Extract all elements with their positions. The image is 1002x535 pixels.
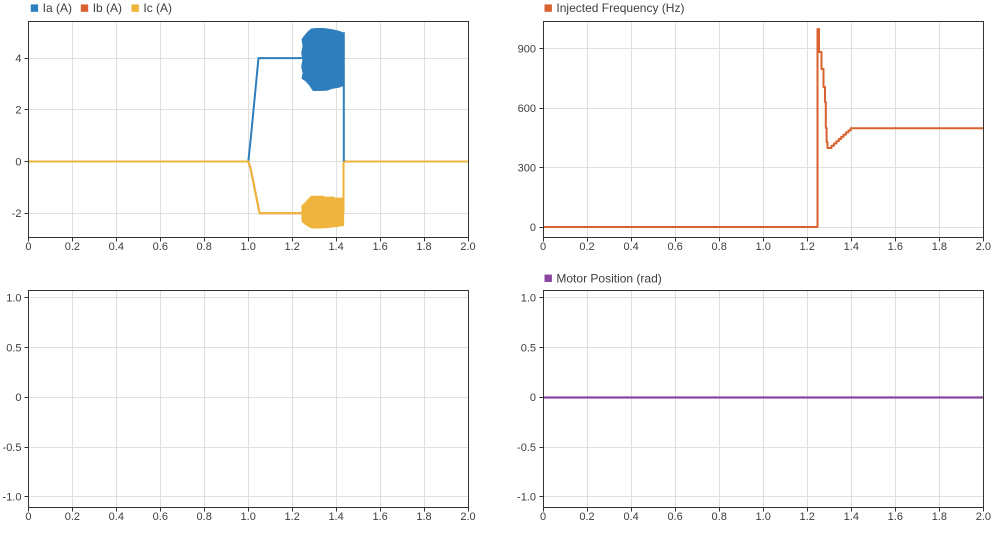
svg-text:0.8: 0.8: [712, 511, 727, 523]
svg-text:600: 600: [518, 103, 536, 115]
svg-text:1.6: 1.6: [372, 511, 387, 523]
svg-text:1.8: 1.8: [416, 511, 431, 523]
svg-text:0: 0: [540, 241, 546, 253]
svg-text:-1.0: -1.0: [517, 492, 536, 504]
svg-text:1.0: 1.0: [756, 241, 771, 253]
svg-text:0.6: 0.6: [153, 241, 168, 253]
svg-text:Ia (A): Ia (A): [43, 1, 72, 15]
svg-text:300: 300: [518, 162, 536, 174]
svg-text:2: 2: [15, 105, 21, 117]
svg-text:1.0: 1.0: [756, 511, 771, 523]
svg-text:1.6: 1.6: [888, 241, 903, 253]
svg-text:-2: -2: [12, 208, 22, 220]
svg-text:-1.0: -1.0: [3, 492, 22, 504]
svg-text:0.4: 0.4: [109, 241, 124, 253]
svg-text:0.4: 0.4: [109, 511, 124, 523]
svg-text:0.8: 0.8: [197, 241, 212, 253]
svg-text:0: 0: [15, 156, 21, 168]
svg-text:0: 0: [15, 392, 21, 404]
svg-text:0: 0: [25, 511, 31, 523]
svg-text:1.0: 1.0: [6, 293, 21, 305]
svg-text:0.5: 0.5: [6, 342, 21, 354]
svg-text:4: 4: [15, 53, 21, 65]
svg-text:2.0: 2.0: [460, 511, 475, 523]
svg-text:0.6: 0.6: [153, 511, 168, 523]
svg-text:1.2: 1.2: [800, 511, 815, 523]
svg-text:0: 0: [530, 392, 536, 404]
svg-text:1.2: 1.2: [285, 241, 300, 253]
svg-text:0.5: 0.5: [521, 342, 536, 354]
svg-text:1.0: 1.0: [241, 511, 256, 523]
svg-text:0.8: 0.8: [197, 511, 212, 523]
svg-text:0.8: 0.8: [712, 241, 727, 253]
svg-text:1.8: 1.8: [932, 511, 947, 523]
svg-text:1.2: 1.2: [800, 241, 815, 253]
svg-text:0.2: 0.2: [579, 511, 594, 523]
svg-text:0: 0: [530, 222, 536, 234]
svg-text:0.4: 0.4: [623, 511, 638, 523]
svg-text:0: 0: [540, 511, 546, 523]
svg-text:0.4: 0.4: [623, 241, 638, 253]
svg-text:Ib (A): Ib (A): [93, 1, 122, 15]
svg-text:-0.5: -0.5: [3, 442, 22, 454]
svg-text:1.0: 1.0: [521, 293, 536, 305]
svg-text:2.0: 2.0: [976, 241, 991, 253]
svg-text:0: 0: [25, 241, 31, 253]
svg-text:1.8: 1.8: [932, 241, 947, 253]
svg-text:0.2: 0.2: [65, 511, 80, 523]
svg-text:900: 900: [518, 43, 536, 55]
svg-text:1.4: 1.4: [844, 511, 859, 523]
svg-text:2.0: 2.0: [460, 241, 475, 253]
svg-text:1.4: 1.4: [328, 241, 343, 253]
svg-text:0.2: 0.2: [65, 241, 80, 253]
svg-text:Injected Frequency (Hz): Injected Frequency (Hz): [556, 1, 684, 15]
svg-text:1.4: 1.4: [844, 241, 859, 253]
svg-text:1.2: 1.2: [285, 511, 300, 523]
svg-text:0.6: 0.6: [667, 241, 682, 253]
svg-text:2.0: 2.0: [976, 511, 991, 523]
svg-text:Ic (A): Ic (A): [143, 1, 172, 15]
svg-text:1.8: 1.8: [416, 241, 431, 253]
svg-text:Motor Position (rad): Motor Position (rad): [556, 271, 661, 285]
svg-text:1.4: 1.4: [328, 511, 343, 523]
svg-text:-0.5: -0.5: [517, 442, 536, 454]
svg-text:0.2: 0.2: [579, 241, 594, 253]
svg-text:1.0: 1.0: [241, 241, 256, 253]
svg-text:1.6: 1.6: [888, 511, 903, 523]
svg-text:1.6: 1.6: [372, 241, 387, 253]
svg-text:0.6: 0.6: [667, 511, 682, 523]
